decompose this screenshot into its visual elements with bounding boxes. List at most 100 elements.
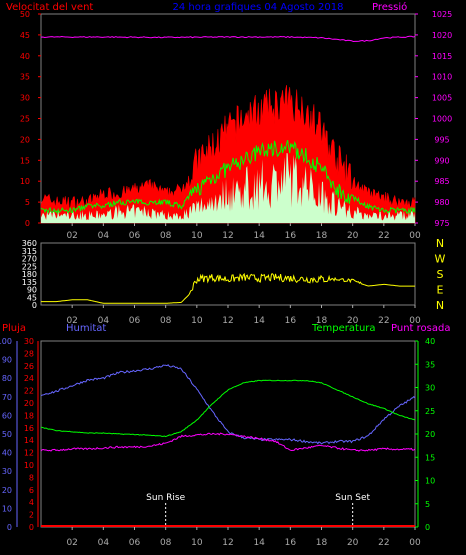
hour-tick-label: 14 bbox=[253, 316, 265, 326]
pressure-tick-label: 985 bbox=[434, 177, 449, 186]
humidity-tick-label: 50 bbox=[2, 430, 12, 439]
temp-right-axis: 0 5 10 15 20 25 30 35 40 bbox=[415, 337, 435, 532]
hour-tick-label: 02 bbox=[66, 538, 77, 548]
hour-tick-label: 12 bbox=[222, 231, 233, 241]
pressure-tick-label: 1025 bbox=[432, 10, 452, 19]
dew-point-line bbox=[40, 432, 416, 452]
hour-tick-label: 02 bbox=[66, 231, 77, 241]
wind-speed-tick-label: 5 bbox=[25, 198, 30, 207]
temp-tick-label: 40 bbox=[425, 337, 435, 346]
rain-tick-label: 10 bbox=[24, 461, 34, 470]
hour-tick-label: 12 bbox=[222, 538, 233, 548]
wind-speed-tick-label: 40 bbox=[20, 52, 30, 61]
hour-tick-label: 18 bbox=[316, 316, 328, 326]
temp-tick-label: 5 bbox=[425, 500, 430, 509]
hour-tick-label: 20 bbox=[347, 316, 359, 326]
hour-tick-label: 10 bbox=[191, 538, 203, 548]
sun-rise-label: Sun Rise bbox=[146, 493, 185, 503]
rain-tick-label: 6 bbox=[29, 486, 34, 495]
temp-tick-label: 35 bbox=[425, 360, 435, 369]
hour-tick-label: 22 bbox=[378, 231, 389, 241]
rain-tick-label: 22 bbox=[24, 387, 34, 396]
rain-tick-label: 20 bbox=[24, 399, 34, 408]
pressure-tick-label: 975 bbox=[434, 219, 449, 228]
temp-tick-label: 30 bbox=[425, 384, 435, 393]
direction-tick-label: 0 bbox=[32, 301, 37, 310]
rain-tick-label: 12 bbox=[24, 449, 34, 458]
panel2-x-ticks: 02 04 06 08 10 12 14 16 18 20 22 00 bbox=[66, 305, 421, 326]
hour-tick-label: 20 bbox=[347, 231, 359, 241]
hour-tick-label: 02 bbox=[66, 316, 77, 326]
direction-tick-label: 90 bbox=[27, 286, 37, 295]
wind-speed-tick-label: 35 bbox=[20, 73, 30, 82]
humidity-tick-label: 0 bbox=[7, 523, 12, 532]
hour-tick-label: 08 bbox=[160, 538, 172, 548]
panel2-frame bbox=[40, 242, 416, 306]
pressure-tick-label: 995 bbox=[434, 135, 449, 144]
compass-letter: W bbox=[435, 253, 446, 266]
humidity-tick-label: 60 bbox=[2, 411, 12, 420]
rain-tick-label: 30 bbox=[24, 337, 34, 346]
pressure-tick-label: 1010 bbox=[432, 73, 452, 82]
direction-tick-label: 360 bbox=[22, 239, 37, 248]
humidity-title: Humitat bbox=[66, 323, 106, 334]
humidity-tick-label: 30 bbox=[2, 467, 12, 476]
wind-low-area bbox=[41, 153, 415, 223]
compass-letter: N bbox=[436, 299, 444, 312]
hour-tick-label: 18 bbox=[316, 231, 328, 241]
rain-tick-label: 26 bbox=[24, 362, 34, 371]
humidity-tick-label: 40 bbox=[2, 449, 12, 458]
temp-tick-label: 15 bbox=[425, 453, 435, 462]
hour-tick-label: 06 bbox=[129, 316, 141, 326]
direction-tick-label: 45 bbox=[27, 293, 37, 302]
wind-speed-title: Velocitat del vent bbox=[6, 2, 93, 13]
dew-point-title: Punt rosada bbox=[391, 323, 450, 334]
pressure-tick-label: 990 bbox=[434, 156, 449, 165]
hour-tick-label: 12 bbox=[222, 316, 233, 326]
pressure-tick-label: 1005 bbox=[432, 94, 452, 103]
pressure-tick-label: 980 bbox=[434, 198, 449, 207]
wind-speed-tick-label: 25 bbox=[20, 115, 30, 124]
rain-title: Pluja bbox=[2, 323, 26, 334]
rain-tick-label: 24 bbox=[24, 374, 34, 383]
hour-tick-label: 00 bbox=[409, 231, 421, 241]
hour-tick-label: 14 bbox=[253, 231, 265, 241]
rain-tick-label: 14 bbox=[24, 436, 34, 445]
humidity-tick-label: 20 bbox=[2, 486, 12, 495]
hour-tick-label: 06 bbox=[129, 231, 141, 241]
humidity-line bbox=[40, 364, 416, 445]
humidity-tick-label: 10 bbox=[2, 504, 12, 513]
chart-title: 24 hora grafiques 04 Agosto 2018 bbox=[173, 2, 344, 13]
rain-tick-label: 16 bbox=[24, 424, 34, 433]
direction-tick-label: 270 bbox=[22, 255, 37, 264]
hour-tick-label: 20 bbox=[347, 538, 359, 548]
hour-tick-label: 04 bbox=[98, 316, 110, 326]
wind-speed-tick-label: 10 bbox=[20, 177, 30, 186]
pressure-tick-label: 1015 bbox=[432, 52, 452, 61]
rain-tick-label: 4 bbox=[29, 498, 34, 507]
wind-speed-axis: 0 5 10 15 20 25 30 35 40 45 50 bbox=[20, 10, 41, 228]
humidity-tick-label: 100 bbox=[0, 337, 12, 346]
wind-speed-tick-label: 45 bbox=[20, 31, 30, 40]
hour-tick-label: 06 bbox=[129, 538, 141, 548]
hour-tick-label: 08 bbox=[160, 316, 172, 326]
wind-gust-area bbox=[40, 84, 416, 224]
panel1-x-ticks: 02 04 06 08 10 12 14 16 18 20 22 00 bbox=[66, 223, 421, 241]
pressure-tick-label: 1000 bbox=[432, 115, 452, 124]
compass-letter: S bbox=[437, 268, 444, 281]
wind-speed-tick-label: 20 bbox=[20, 135, 30, 144]
temperature-line bbox=[40, 379, 416, 438]
compass-letter: E bbox=[437, 284, 444, 297]
temp-humidity-panel: Pluja Humitat Temperatura Punt rosada 0 1… bbox=[0, 323, 450, 548]
rain-axis: 0 10 20 30 40 50 60 70 80 90 100 bbox=[0, 337, 18, 532]
temp-tick-label: 25 bbox=[425, 407, 435, 416]
rain-tick-label: 18 bbox=[24, 411, 34, 420]
hour-tick-label: 00 bbox=[409, 316, 421, 326]
rain-tick-label: 2 bbox=[29, 511, 34, 520]
panel3-x-ticks: 02 04 06 08 10 12 14 16 18 20 22 00 bbox=[66, 527, 421, 548]
hour-tick-label: 18 bbox=[316, 538, 328, 548]
humidity-tick-label: 90 bbox=[2, 356, 12, 365]
